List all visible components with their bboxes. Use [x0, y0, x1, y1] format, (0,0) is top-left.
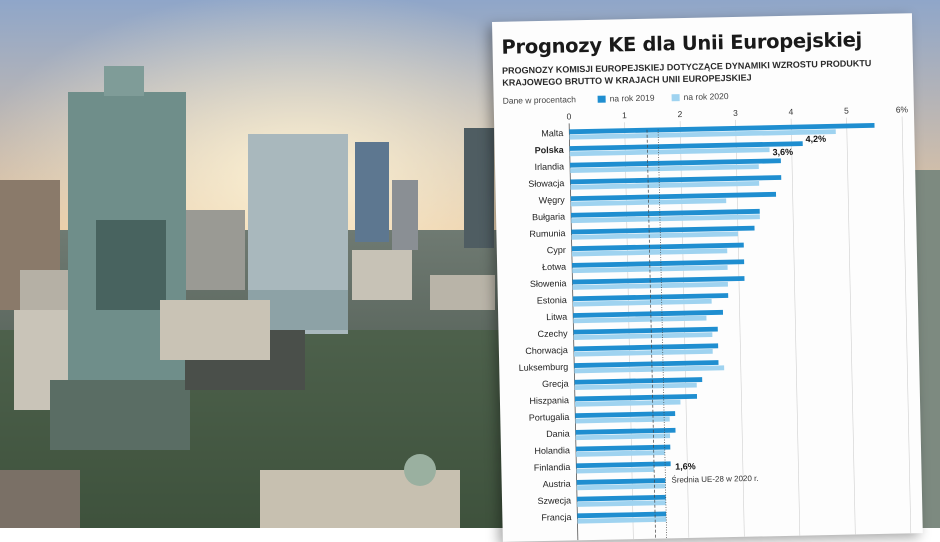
category-label: Słowacja	[528, 178, 564, 189]
bar-2020	[569, 129, 836, 140]
reference-label: 1,6%	[675, 461, 696, 471]
x-tick-label: 5	[844, 106, 849, 116]
x-tick-label: 6%	[896, 104, 909, 114]
category-label: Luksemburg	[519, 362, 569, 373]
bar-chart: 0 1 2 3 4 5 6% Malta Polska Irlandia Słowacja Węgry…	[519, 104, 912, 541]
category-label: Estonia	[537, 295, 567, 306]
category-label: Chorwacja	[525, 345, 568, 356]
bar-2020	[575, 416, 670, 424]
category-label: Hiszpania	[529, 395, 569, 406]
reference-line	[657, 129, 667, 539]
bar-2020	[572, 265, 728, 274]
category-label: Bułgaria	[532, 212, 565, 223]
bar-2019	[574, 393, 698, 402]
bar-2019	[573, 343, 719, 352]
gridline	[846, 117, 856, 535]
bar-2020	[571, 231, 739, 240]
gridline	[735, 119, 745, 537]
bar-2019	[572, 276, 745, 285]
bar-2020	[572, 298, 712, 307]
bar-2019	[572, 259, 745, 268]
category-label: Portugalia	[529, 412, 570, 423]
bar-2019	[571, 225, 755, 235]
y-axis-line	[568, 123, 579, 541]
bar-2020	[569, 147, 770, 157]
category-label: Dania	[546, 429, 570, 439]
bar-2020	[570, 180, 760, 190]
bar-2019	[576, 494, 666, 502]
bar-2019	[575, 411, 676, 419]
bar-2019	[571, 208, 760, 218]
bar-2019	[570, 175, 782, 185]
bar-2019	[577, 511, 667, 519]
bar-2020	[573, 348, 713, 357]
bar-2019	[576, 461, 671, 469]
gridline	[790, 118, 801, 536]
bar-2019	[569, 158, 781, 168]
bar-2020	[574, 399, 681, 407]
category-label: Grecja	[542, 378, 569, 389]
bar-2020	[577, 500, 666, 507]
category-label: Łotwa	[542, 262, 566, 273]
bar-2019	[575, 444, 671, 452]
category-label: Cypr	[547, 245, 566, 255]
gridline	[901, 116, 912, 534]
bar-2020	[576, 450, 665, 457]
bar-2020	[574, 382, 697, 391]
bar-2020	[571, 214, 760, 224]
category-label: Finlandia	[534, 462, 571, 473]
category-label: Rumunia	[529, 228, 565, 239]
x-tick-label: 0	[567, 111, 572, 121]
reference-note: Średnia UE-28 w 2020 r.	[671, 474, 758, 485]
category-label: Litwa	[546, 312, 567, 322]
category-label: Holandia	[534, 445, 570, 456]
chart-card: Prognozy KE dla Unii Europejskiej PROGNO…	[492, 13, 923, 542]
category-label: Irlandia	[534, 161, 564, 172]
bar-2020	[573, 315, 707, 324]
bar-2020	[577, 516, 667, 524]
bar-2020	[574, 365, 725, 374]
x-tick-label: 2	[677, 109, 682, 119]
reference-line	[646, 129, 656, 539]
bar-2019	[570, 191, 777, 201]
bar-2019	[569, 123, 875, 135]
bar-2019	[573, 309, 724, 318]
bar-2019	[571, 242, 744, 252]
bar-2019	[573, 326, 718, 335]
category-label: Malta	[541, 128, 563, 138]
bar-2020	[570, 164, 759, 173]
x-tick-label: 4	[788, 107, 793, 117]
category-label: Francja	[541, 512, 571, 523]
bar-2020	[576, 483, 666, 491]
bar-2019	[574, 360, 719, 368]
bar-2020	[573, 332, 713, 340]
bar-2019	[575, 427, 676, 435]
category-label: Szwecja	[537, 495, 571, 506]
x-tick-label: 1	[622, 110, 627, 120]
data-label: 3,6%	[772, 147, 793, 157]
bar-2020	[575, 433, 671, 441]
category-label: Austria	[543, 479, 571, 490]
bar-2019	[569, 141, 803, 151]
x-tick-label: 3	[733, 108, 738, 118]
category-label: Słowenia	[530, 278, 567, 289]
bar-2019	[576, 478, 666, 485]
category-label: Polska	[535, 145, 565, 156]
bar-2020	[576, 467, 655, 474]
category-label: Czechy	[537, 328, 568, 339]
bar-2019	[574, 377, 703, 385]
data-label: 4,2%	[806, 134, 827, 144]
category-label: Węgry	[539, 195, 566, 206]
